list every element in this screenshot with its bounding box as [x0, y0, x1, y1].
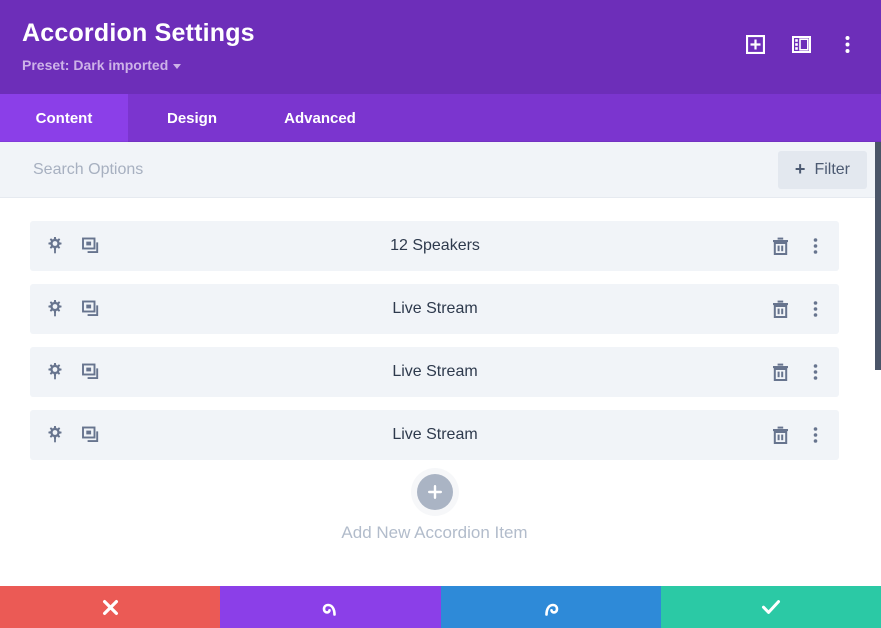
gear-icon[interactable] — [44, 298, 66, 320]
row-kebab-menu-icon[interactable] — [804, 235, 826, 257]
tab-content[interactable]: Content — [0, 94, 128, 142]
undo-button[interactable] — [220, 586, 441, 628]
plus-icon: + — [794, 158, 806, 179]
row-title: Live Stream — [392, 363, 478, 380]
row-left-actions — [44, 298, 124, 320]
check-icon — [761, 600, 780, 614]
search-toolbar: + Filter — [0, 142, 881, 198]
layout-panel-icon[interactable] — [789, 32, 813, 56]
duplicate-icon[interactable] — [80, 424, 102, 446]
save-button[interactable] — [660, 586, 881, 628]
search-input[interactable] — [33, 149, 593, 190]
add-new-label: Add New Accordion Item — [341, 523, 528, 542]
trash-icon[interactable] — [769, 235, 791, 257]
tab-bar: Content Design Advanced — [0, 94, 881, 142]
row-right-actions — [746, 298, 826, 320]
preset-label: Preset: Dark imported — [22, 57, 169, 73]
filter-button-label: Filter — [814, 160, 850, 178]
page-title: Accordion Settings — [22, 19, 255, 47]
table-row[interactable]: Live Stream — [30, 347, 839, 397]
tab-advanced[interactable]: Advanced — [284, 109, 356, 127]
duplicate-icon[interactable] — [80, 361, 102, 383]
row-right-actions — [746, 361, 826, 383]
row-title: 12 Speakers — [390, 237, 480, 254]
row-title: Live Stream — [392, 300, 478, 317]
row-title: Live Stream — [392, 426, 478, 443]
expand-modal-icon[interactable] — [743, 32, 767, 56]
table-row[interactable]: 12 Speakers — [30, 221, 839, 271]
trash-icon[interactable] — [769, 361, 791, 383]
table-row[interactable]: Live Stream — [30, 410, 839, 460]
scrollbar-thumb[interactable] — [875, 142, 881, 370]
row-kebab-menu-icon[interactable] — [804, 424, 826, 446]
redo-button[interactable] — [440, 586, 661, 628]
plus-icon[interactable] — [416, 474, 453, 510]
close-icon — [102, 599, 118, 615]
trash-icon[interactable] — [769, 298, 791, 320]
accordion-items-list: 12 Speakers — [0, 198, 881, 586]
kebab-menu-icon[interactable] — [835, 32, 859, 56]
scrollbar[interactable] — [875, 142, 881, 586]
row-right-actions — [746, 235, 826, 257]
row-kebab-menu-icon[interactable] — [804, 361, 826, 383]
modal-header: Accordion Settings Preset: Dark imported — [0, 0, 881, 94]
duplicate-icon[interactable] — [80, 298, 102, 320]
modal-footer-actions — [0, 586, 881, 628]
row-right-actions — [746, 424, 826, 446]
add-new-accordion-item-button[interactable]: Add New Accordion Item — [30, 474, 839, 543]
tab-design[interactable]: Design — [166, 109, 217, 127]
undo-arrow-icon — [323, 603, 337, 616]
row-left-actions — [44, 361, 124, 383]
gear-icon[interactable] — [44, 361, 66, 383]
filter-button[interactable]: + Filter — [777, 150, 867, 189]
cancel-button[interactable] — [0, 586, 221, 628]
row-kebab-menu-icon[interactable] — [804, 298, 826, 320]
duplicate-icon[interactable] — [80, 235, 102, 257]
gear-icon[interactable] — [44, 235, 66, 257]
table-row[interactable]: Live Stream — [30, 284, 839, 334]
redo-arrow-icon — [544, 603, 558, 616]
row-left-actions — [44, 235, 124, 257]
header-actions — [743, 16, 859, 56]
row-left-actions — [44, 424, 124, 446]
header-title-group: Accordion Settings Preset: Dark imported — [22, 16, 255, 73]
trash-icon[interactable] — [769, 424, 791, 446]
chevron-down-icon — [173, 63, 182, 69]
gear-icon[interactable] — [44, 424, 66, 446]
preset-selector[interactable]: Preset: Dark imported — [22, 57, 255, 73]
